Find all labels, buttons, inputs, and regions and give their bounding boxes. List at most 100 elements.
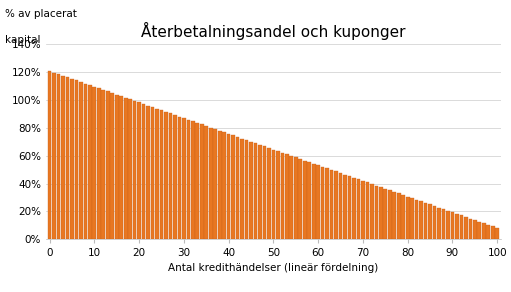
Bar [294, 157, 297, 239]
Bar [446, 211, 450, 239]
Bar [102, 90, 105, 239]
Bar [419, 201, 423, 239]
Bar [164, 112, 168, 239]
Bar [379, 187, 383, 239]
Bar [209, 128, 213, 239]
Text: kapital: kapital [5, 35, 40, 45]
Bar [88, 85, 91, 239]
Bar [491, 226, 495, 239]
Bar [218, 131, 221, 239]
Bar [236, 137, 240, 239]
Bar [312, 164, 315, 239]
Bar [370, 184, 374, 239]
Bar [388, 190, 391, 239]
Bar [187, 120, 190, 239]
Bar [330, 170, 333, 239]
Bar [258, 145, 262, 239]
Bar [52, 73, 56, 239]
Bar [79, 82, 83, 239]
Bar [191, 121, 195, 239]
Bar [133, 101, 136, 239]
Bar [383, 189, 387, 239]
Bar [253, 143, 258, 239]
Bar [83, 84, 87, 239]
Bar [137, 102, 141, 239]
Bar [469, 219, 472, 239]
Bar [204, 126, 208, 239]
Bar [464, 217, 468, 239]
Bar [173, 115, 177, 239]
Bar [365, 182, 369, 239]
Bar [177, 117, 181, 239]
Bar [151, 107, 154, 239]
Bar [495, 228, 499, 239]
Bar [195, 123, 199, 239]
Bar [289, 156, 293, 239]
Bar [92, 87, 96, 239]
Bar [406, 197, 409, 239]
Bar [451, 212, 454, 239]
Bar [303, 161, 307, 239]
Bar [357, 179, 360, 239]
Bar [222, 132, 226, 239]
Bar [128, 99, 132, 239]
Bar [361, 181, 365, 239]
Bar [97, 88, 101, 239]
Bar [155, 109, 159, 239]
Bar [276, 151, 280, 239]
Bar [61, 76, 65, 239]
Bar [106, 91, 109, 239]
Bar [263, 146, 266, 239]
Bar [410, 198, 414, 239]
Bar [375, 186, 378, 239]
Text: % av placerat: % av placerat [5, 9, 77, 19]
Bar [231, 135, 235, 239]
Bar [459, 215, 463, 239]
Bar [321, 167, 324, 239]
Bar [473, 220, 477, 239]
Bar [169, 113, 172, 239]
Bar [339, 173, 342, 239]
Bar [316, 165, 320, 239]
Bar [392, 192, 396, 239]
Bar [397, 194, 401, 239]
Bar [442, 209, 445, 239]
Bar [326, 168, 329, 239]
X-axis label: Antal kredithändelser (lineär fördelning): Antal kredithändelser (lineär fördelning… [168, 263, 379, 273]
Bar [240, 138, 244, 239]
Bar [347, 176, 352, 239]
Bar [115, 95, 119, 239]
Bar [415, 200, 419, 239]
Bar [486, 225, 490, 239]
Bar [307, 162, 311, 239]
Bar [57, 74, 60, 239]
Bar [120, 96, 123, 239]
Bar [227, 134, 230, 239]
Bar [437, 208, 441, 239]
Bar [482, 223, 485, 239]
Bar [182, 118, 185, 239]
Bar [70, 79, 74, 239]
Bar [298, 159, 302, 239]
Title: Återbetalningsandel och kuponger: Återbetalningsandel och kuponger [141, 22, 406, 40]
Bar [249, 142, 253, 239]
Bar [433, 206, 436, 239]
Bar [48, 71, 52, 239]
Bar [159, 110, 164, 239]
Bar [428, 204, 432, 239]
Bar [245, 140, 248, 239]
Bar [75, 81, 78, 239]
Bar [285, 154, 289, 239]
Bar [124, 98, 128, 239]
Bar [65, 77, 69, 239]
Bar [271, 150, 275, 239]
Bar [146, 106, 150, 239]
Bar [424, 203, 427, 239]
Bar [401, 195, 405, 239]
Bar [214, 129, 217, 239]
Bar [200, 124, 203, 239]
Bar [334, 171, 338, 239]
Bar [281, 153, 284, 239]
Bar [343, 175, 347, 239]
Bar [352, 178, 356, 239]
